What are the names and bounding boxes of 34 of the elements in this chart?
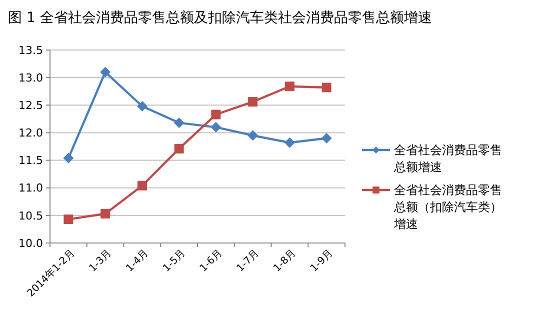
x-tick-label: 1-9月	[308, 248, 336, 274]
x-tick-label: 1-6月	[198, 248, 225, 274]
point	[174, 118, 184, 128]
y-tick-label: 12.5	[18, 98, 43, 112]
x-tick-label: 1-3月	[88, 248, 114, 274]
y-tick-label: 10.5	[18, 209, 43, 222]
point	[63, 152, 74, 164]
y-tick-label: 11.0	[18, 182, 43, 195]
y-tick-label: 10.0	[18, 236, 43, 250]
y-tick-label: 13.5	[18, 44, 43, 57]
point	[137, 180, 147, 190]
point	[100, 209, 110, 219]
point	[284, 137, 295, 148]
point	[211, 110, 221, 120]
x-tick-label: 1-5月	[161, 248, 188, 274]
y-tick-label: 13.0	[18, 71, 43, 84]
legend-label: 全省社会消费品零售总额（扣除汽车类）增速	[393, 183, 502, 232]
point	[321, 132, 332, 144]
point	[64, 214, 74, 224]
x-tick-label: 1-4月	[124, 248, 151, 274]
point	[136, 100, 148, 112]
y-tick-label: 12.0	[18, 126, 43, 140]
x-tick-label: 1-7月	[235, 248, 262, 274]
legend-label: 全省社会消费品零售总额增速	[393, 143, 502, 174]
point	[248, 97, 258, 107]
point	[174, 144, 184, 154]
x-tick-label: 1-8月	[272, 248, 298, 274]
chart-title: 图 1 全省社会消费品零售总额及扣除汽车类社会消费品零售总额增速	[8, 10, 432, 26]
point	[100, 66, 111, 78]
point	[248, 130, 258, 141]
point	[322, 82, 332, 92]
point	[284, 82, 294, 92]
y-tick-label: 11.5	[18, 154, 43, 168]
point	[210, 122, 222, 132]
